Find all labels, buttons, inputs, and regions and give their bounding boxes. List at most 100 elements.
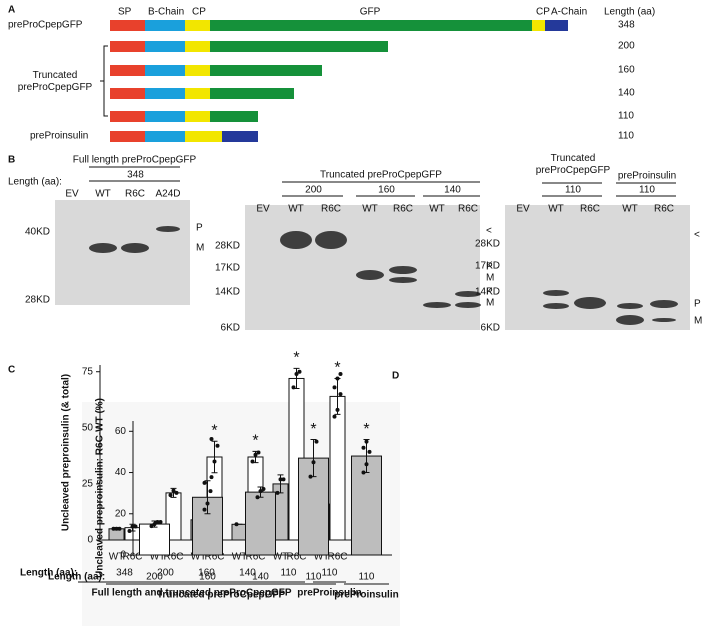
band-label: M [486,273,494,284]
construct-length: 348 [618,20,635,31]
construct-segment [210,88,294,99]
data-point [297,369,302,374]
series-label: WT [191,552,207,563]
bar [139,523,170,556]
data-point [215,443,220,448]
band-label: M [196,243,204,254]
band-label: P [486,287,493,298]
mw-marker: 28KD [215,241,240,252]
data-point [261,487,266,492]
construct-segment [222,131,258,142]
x-tick-label: 160 [198,568,215,579]
panel-letter: D [392,371,399,382]
x-tick-label: 200 [157,568,174,579]
lane-label: WT [548,204,564,215]
significance-mark: * [252,433,258,450]
x-tick-label: 110 [281,568,297,579]
data-point [338,392,343,397]
construct-segment [110,88,145,99]
series-label: R6C [286,552,306,563]
construct-segment [145,20,185,31]
length-header: Length (aa) [604,7,655,18]
construct-segment [145,65,185,76]
data-point [253,452,258,457]
data-point [338,371,343,376]
data-point [117,526,122,531]
data-point [202,507,207,512]
series-label: WT [273,552,289,563]
x-tick-label: 160 [199,572,216,583]
significance-mark: * [363,421,369,438]
group-length: 160 [378,185,395,196]
data-point [332,414,337,419]
group-length: 110 [639,185,655,196]
group-length: 348 [127,170,144,181]
series-label: R6C [163,552,183,563]
data-point [256,450,261,455]
data-point [205,501,210,506]
data-point [208,489,213,494]
group-title: preProinsulin [618,171,676,182]
panel-d-frame [82,402,400,626]
construct-name: Truncated preProCpepGFP [17,70,93,93]
series-label: R6C [204,552,224,563]
lane-label: R6C [654,204,674,215]
bar [231,523,248,541]
series-label: WT [314,552,330,563]
data-point [278,477,283,482]
data-point [202,480,207,485]
data-point [332,385,337,390]
y-tick-label: 0 [87,535,93,546]
gel-band [617,303,643,309]
error-bar [211,440,218,474]
group-length: 110 [565,185,581,196]
band-label: P [694,299,701,310]
data-point [114,526,119,531]
construct-segment [145,131,185,142]
lane-label: WT [95,189,111,200]
bracket [100,45,108,117]
data-point [258,489,263,494]
data-point [158,520,163,525]
mw-marker: 14KD [215,287,240,298]
series-label: R6C [245,552,265,563]
lane-label: R6C [580,204,600,215]
construct-segment [145,88,185,99]
data-point [152,522,157,527]
series-label: WT [150,552,166,563]
lane-label: WT [288,204,304,215]
mw-marker: 17KD [475,261,500,272]
gel-image [245,205,480,330]
group-length: 200 [305,185,322,196]
band-label: P [196,223,203,234]
data-point [212,459,217,464]
data-point [255,495,260,500]
construct-segment [210,65,322,76]
data-point [308,474,313,479]
segment-label: CP [536,7,550,18]
lane-label: R6C [125,189,145,200]
gel-band [280,231,312,249]
construct-segment [145,41,185,52]
significance-mark: * [211,423,217,440]
lane-label: WT [362,204,378,215]
y-tick-label: 25 [82,479,94,490]
mw-marker: 6KD [481,323,500,334]
gel-image [55,200,190,305]
series-label: R6C [327,552,347,563]
group-title: Truncated preProCpepGFP [535,153,611,176]
data-point [155,520,160,525]
panel-letter: A [8,5,15,16]
construct-segment [110,20,145,31]
bar [329,395,346,541]
gel-band [616,315,644,325]
mw-marker: 40KD [25,227,50,238]
gel-band [121,243,149,253]
gel-image [505,205,690,330]
lane-label: WT [429,204,445,215]
series-label: R6C [122,552,142,563]
data-point [209,475,214,480]
data-point [335,376,340,381]
series-label: WT [232,552,248,563]
